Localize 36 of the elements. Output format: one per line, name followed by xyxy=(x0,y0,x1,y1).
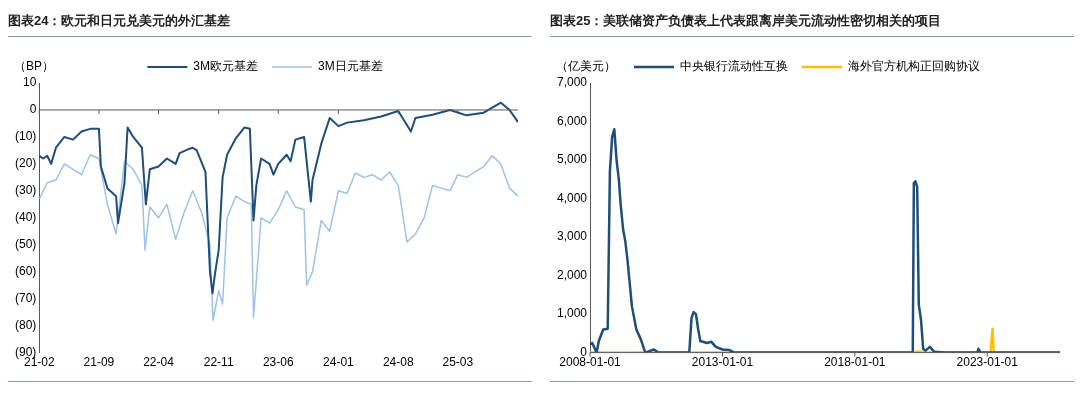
y-tick-label: 10 xyxy=(22,75,37,90)
y-tick-label: 7,000 xyxy=(557,75,588,90)
x-tick-label: 21-09 xyxy=(83,355,115,370)
y-tick-label: 4,000 xyxy=(557,190,588,205)
x-tick-label: 24-08 xyxy=(382,355,414,370)
x-tick-label: 2018-01-01 xyxy=(824,355,886,370)
y-tick-label: (50) xyxy=(15,237,37,252)
y-tick-label: (30) xyxy=(15,183,37,198)
y-tick-label: 3,000 xyxy=(557,229,588,244)
y-tick-label: 5,000 xyxy=(557,152,588,167)
y-tick-label: 6,000 xyxy=(557,113,588,128)
y-tick-label: (90) xyxy=(15,344,37,359)
legend-label: 3M日元基差 xyxy=(318,59,383,74)
chart-title: 图表24：欧元和日元兑美元的外汇基差 xyxy=(8,8,532,37)
x-tick-label: 2013-01-01 xyxy=(691,355,754,370)
x-tick-label: 24-01 xyxy=(323,355,355,370)
y-tick-label: (80) xyxy=(15,317,37,332)
x-tick-label: 25-03 xyxy=(442,355,474,370)
y-axis-title: （亿美元） xyxy=(556,59,616,74)
y-tick-label: 1,000 xyxy=(557,306,588,321)
x-tick-label: 2023-01-01 xyxy=(956,355,1019,370)
y-tick-label: (10) xyxy=(15,129,37,144)
y-tick-label: (60) xyxy=(15,264,37,279)
y-tick-label: (40) xyxy=(15,210,37,225)
legend-label: 海外官方机构正回购协议 xyxy=(848,59,980,74)
legend-label: 中央银行流动性互换 xyxy=(680,59,788,74)
y-tick-label: (20) xyxy=(15,156,37,171)
x-tick-label: 22-04 xyxy=(143,355,175,370)
y-tick-label: (70) xyxy=(15,290,37,305)
y-tick-label: 2,000 xyxy=(557,267,588,282)
y-tick-label: 0 xyxy=(29,102,37,117)
x-tick-label: 23-06 xyxy=(262,355,294,370)
x-tick-label: 22-11 xyxy=(203,355,234,370)
chart-title: 图表25：美联储资产负债表上代表跟离岸美元流动性密切相关的项目 xyxy=(550,8,1074,37)
legend-label: 3M欧元基差 xyxy=(193,59,258,74)
y-axis-title: （BP） xyxy=(14,59,55,74)
